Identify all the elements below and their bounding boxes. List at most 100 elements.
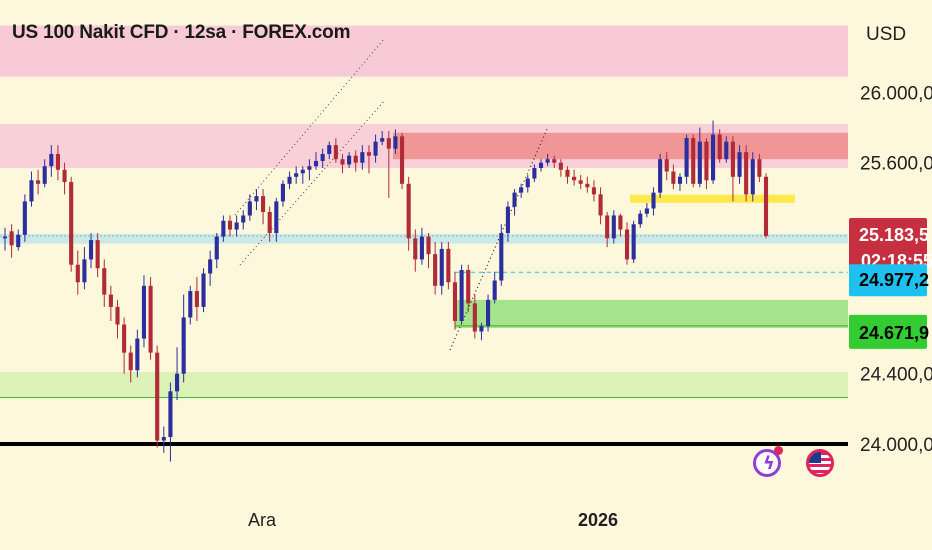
- candle-body: [618, 215, 623, 230]
- candle-body: [128, 352, 133, 371]
- candle-body: [545, 159, 550, 163]
- candle-body: [644, 208, 649, 214]
- candle-body: [380, 138, 385, 142]
- candle-body: [684, 138, 689, 177]
- candle-body: [466, 269, 471, 304]
- candle-body: [360, 152, 365, 163]
- chart-title: US 100 Nakit CFD · 12sa · FOREX.com: [12, 22, 351, 43]
- candle-body: [241, 215, 246, 223]
- candle-body: [2, 236, 8, 239]
- candle-body: [525, 178, 530, 188]
- candle-body: [724, 141, 729, 160]
- price-axis-label: 24.000,0: [860, 435, 932, 456]
- price-axis-label: 25.600,0: [860, 154, 932, 175]
- candle-body: [697, 141, 702, 184]
- candle-body: [327, 145, 332, 154]
- candle-body: [499, 233, 504, 281]
- candle-body: [611, 215, 616, 239]
- candle-body: [519, 187, 524, 193]
- candle-body: [585, 183, 590, 188]
- candle-body: [261, 196, 266, 212]
- candle-body: [214, 236, 219, 260]
- candle-body: [353, 155, 358, 163]
- current-price-value: 25.183,5: [859, 225, 929, 245]
- candle-body: [208, 259, 213, 274]
- candle-body: [459, 269, 464, 321]
- candle-body: [135, 338, 140, 371]
- zone-blue-band: [0, 233, 848, 244]
- candle-body: [426, 236, 431, 255]
- candle-body: [320, 153, 325, 161]
- candle-body: [605, 215, 610, 239]
- candle-body: [711, 134, 716, 181]
- candle-body: [664, 159, 669, 172]
- zone-green-demand: [455, 299, 848, 328]
- candle-body: [565, 169, 570, 177]
- candle-body: [439, 248, 444, 286]
- candle-body: [155, 352, 160, 441]
- candle-body: [393, 136, 398, 149]
- candle-body: [108, 294, 113, 307]
- trend-line: [449, 126, 549, 351]
- currency-selector[interactable]: USD: [866, 24, 907, 45]
- time-label-2026: 2026: [578, 510, 619, 530]
- candle-body: [671, 171, 676, 184]
- candle-body: [538, 162, 544, 168]
- candle-body: [313, 160, 319, 167]
- candle-body: [168, 391, 173, 438]
- candle-body: [512, 192, 517, 207]
- candle-body: [717, 134, 722, 160]
- candle-body: [677, 176, 683, 184]
- candle-body: [16, 234, 21, 248]
- candle-body: [82, 259, 87, 283]
- candle-body: [102, 268, 107, 295]
- candle-body: [55, 153, 60, 170]
- candle-body: [221, 220, 226, 237]
- candle-body: [757, 159, 762, 177]
- candle-body: [287, 176, 292, 184]
- candle-body: [274, 201, 279, 234]
- candle-body: [254, 196, 259, 202]
- candle-body: [181, 317, 186, 374]
- candle-body: [750, 159, 755, 195]
- candle-body: [42, 166, 47, 184]
- us-flag-icon[interactable]: [806, 449, 834, 477]
- candle-body: [69, 182, 74, 265]
- candle-body: [22, 201, 27, 235]
- candle-body: [188, 291, 193, 318]
- candle-body: [406, 183, 411, 239]
- candle-body: [175, 373, 180, 392]
- channel-line-upper: [239, 99, 386, 266]
- candle-body: [141, 285, 147, 339]
- candle-body: [433, 254, 438, 286]
- candle-body: [730, 141, 735, 177]
- candle-body: [505, 206, 510, 234]
- candle-body: [307, 166, 312, 170]
- candle-body: [9, 231, 14, 246]
- candle-body: [267, 211, 272, 234]
- candle-body: [631, 224, 636, 260]
- candle-body: [194, 291, 199, 307]
- candle-body: [399, 136, 405, 184]
- candle-body: [744, 152, 749, 195]
- candle-body: [386, 138, 391, 149]
- current-price-tag: [849, 217, 927, 276]
- candle-body: [49, 153, 54, 167]
- candle-body: [472, 303, 477, 332]
- candle-body: [624, 229, 630, 260]
- candle-body: [638, 213, 643, 225]
- zone-lower-green: [0, 371, 848, 399]
- candle-body: [578, 180, 583, 184]
- candle-body: [552, 159, 557, 163]
- blue-price-value: 24.977,2: [859, 270, 929, 290]
- lightning-icon[interactable]: [753, 449, 781, 477]
- candle-body: [294, 173, 299, 177]
- candle-body: [737, 152, 742, 177]
- candle-body: [115, 306, 120, 325]
- candle-body: [658, 159, 663, 193]
- time-label-ara: Ara: [248, 510, 277, 530]
- candle-body: [340, 159, 345, 165]
- candle-body: [95, 240, 100, 269]
